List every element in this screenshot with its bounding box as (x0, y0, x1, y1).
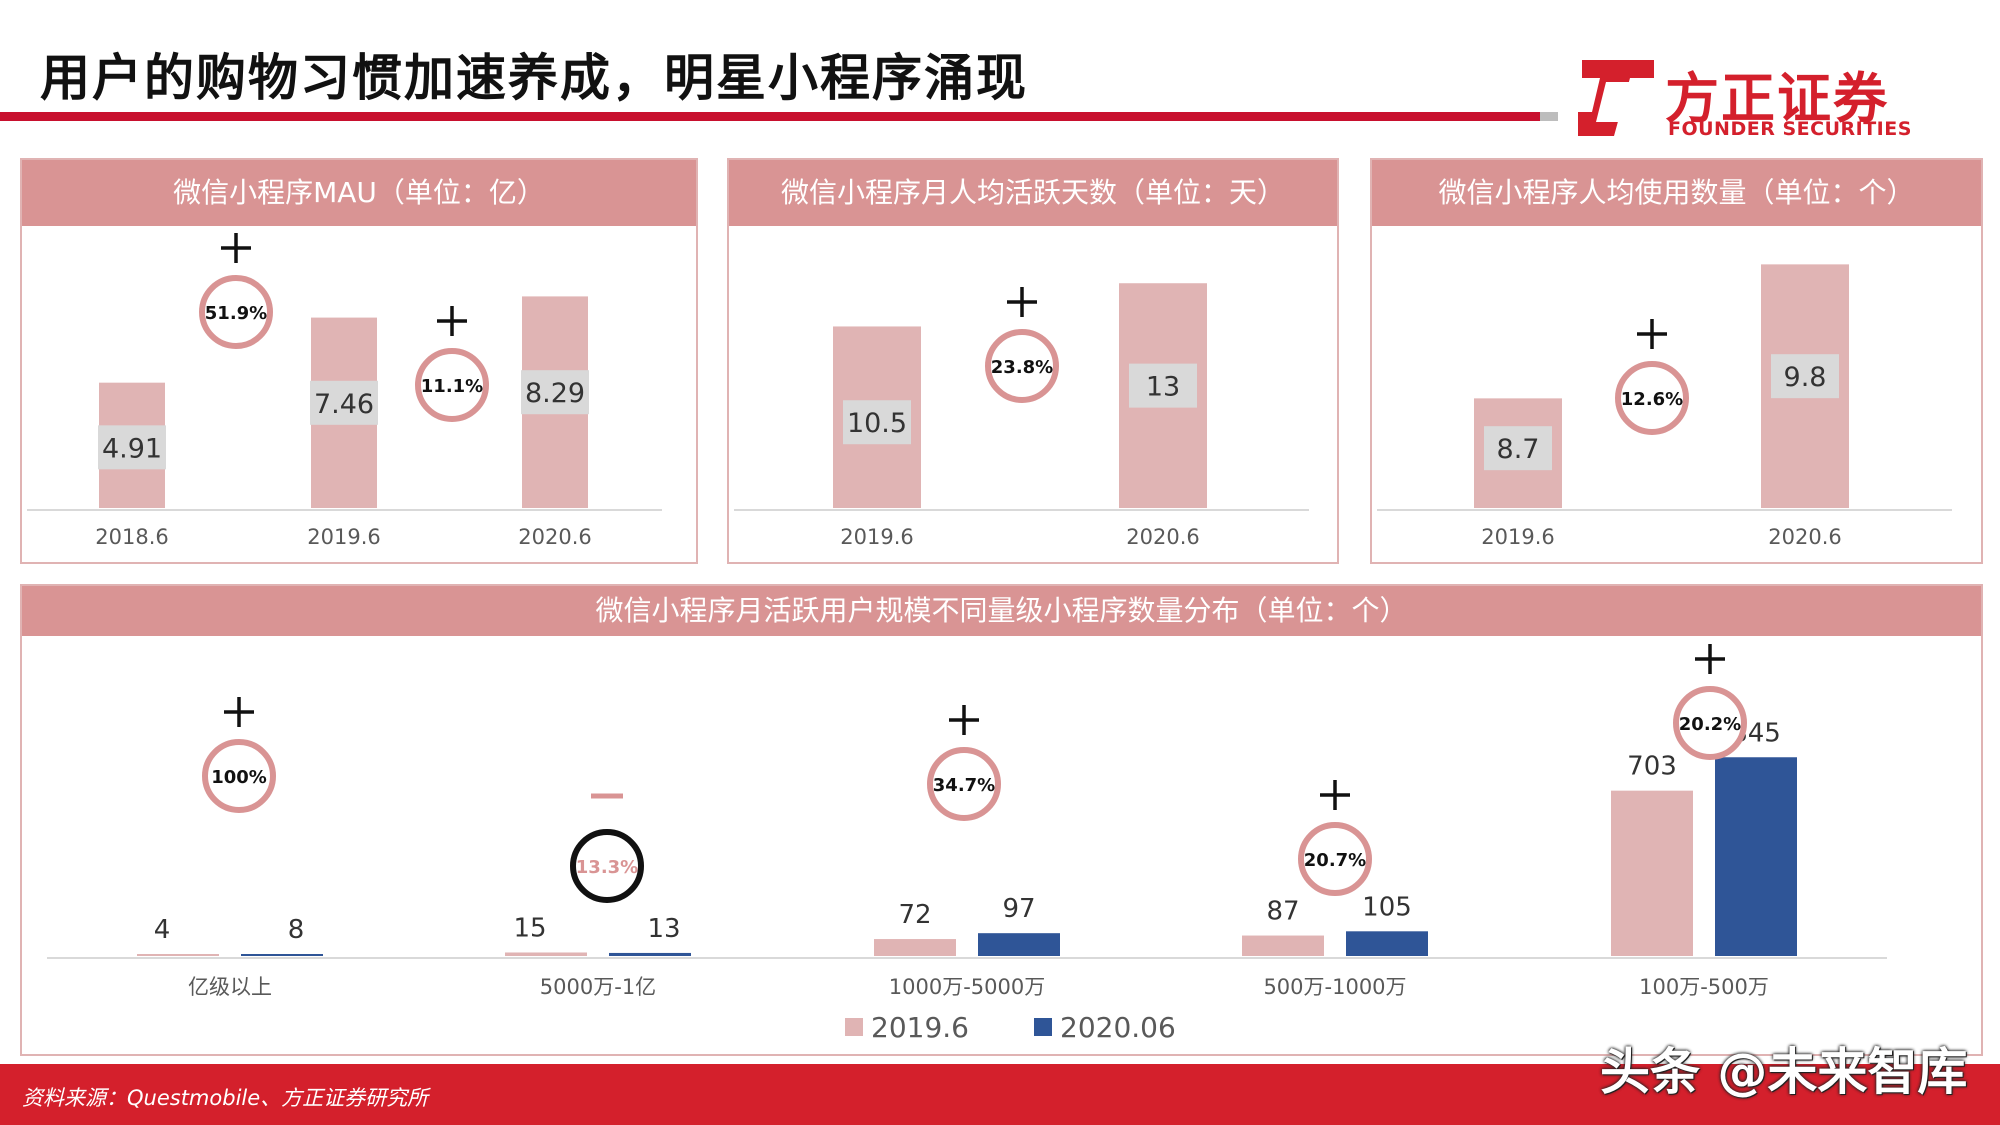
legend-label-2019: 2019.6 (871, 1011, 969, 1044)
founder-logo-icon (1578, 60, 1654, 136)
tick-label-100万-500万: 100万-500万 (1639, 975, 1769, 999)
data-label-2020.6: 8.29 (525, 378, 585, 409)
bar-2019.6-500万-1000万 (1242, 935, 1324, 956)
tick-label-2019.6: 2019.6 (307, 525, 380, 549)
panel-distribution-title: 微信小程序月活跃用户规模不同量级小程序数量分布（单位：个） (22, 586, 1981, 636)
data-label-2019.6-1000万-5000万: 72 (898, 900, 931, 930)
data-label-box-2 (521, 370, 589, 415)
panel-mau: 微信小程序MAU（单位：亿） 4.91 2018.6 7.46 2019.6 8.29 2… (20, 158, 698, 564)
panel-usage-count-title: 微信小程序人均使用数量（单位：个） (1372, 160, 1981, 226)
growth-label-4: 20.2% (1679, 714, 1741, 735)
title-rule-accent (1540, 112, 1558, 121)
logo-chinese-text: 方正证券 (1665, 67, 1889, 130)
growth-label-2: 34.7% (933, 775, 995, 796)
data-label-box-0 (1484, 426, 1552, 471)
active-days-chart: 10.5 2019.6 13 2020.6 23.8% (734, 283, 1309, 549)
mau-chart: 4.91 2018.6 7.46 2019.6 8.29 2020.6 51.9% 11.1% (27, 233, 662, 549)
bar-2020.06-1000万-5000万 (978, 933, 1060, 956)
tick-label-亿级以上: 亿级以上 (188, 975, 272, 999)
growth-label-3: 20.7% (1304, 850, 1366, 871)
data-label-box-0 (843, 400, 911, 445)
bar-2019.6-100万-500万 (1611, 790, 1693, 956)
legend-swatch-2019 (845, 1018, 863, 1036)
growth-circle-0 (199, 275, 273, 349)
distribution-chart: 4 8 亿级以上 100% 15 13 5000万-1亿 13.3% 72 97 1000万-500… (47, 644, 1887, 999)
panel-active-days-title: 微信小程序月人均活跃天数（单位：天） (729, 160, 1337, 226)
panel-distribution: 微信小程序月活跃用户规模不同量级小程序数量分布（单位：个） 4 8 亿级以上 100%… (20, 584, 1983, 1056)
page-title: 用户的购物习惯加速养成，明星小程序涌现 (40, 49, 1028, 107)
data-label-box-1 (1771, 354, 1839, 399)
growth-circle-2 (927, 747, 1001, 821)
tick-label-500万-1000万: 500万-1000万 (1263, 975, 1406, 999)
tick-label-2020.6: 2020.6 (1126, 525, 1199, 549)
data-label-box-1 (1129, 363, 1197, 408)
growth-circle-1 (570, 829, 644, 903)
logo-english-text: FOUNDER SECURITIES (1668, 118, 1912, 140)
panel-mau-title: 微信小程序MAU（单位：亿） (22, 160, 696, 226)
data-label-2020.06-5000万-1亿: 13 (647, 914, 680, 944)
panel-active-days: 微信小程序月人均活跃天数（单位：天） 10.5 2019.6 13 2020.6 23.… (727, 158, 1339, 564)
bar-2019.6-5000万-1亿 (505, 952, 587, 956)
tick-label-2019.6: 2019.6 (840, 525, 913, 549)
growth-circle-0 (1615, 361, 1689, 435)
tick-label-2018.6: 2018.6 (95, 525, 168, 549)
growth-circle-0 (985, 329, 1059, 403)
growth-label-1: 13.3% (576, 857, 638, 878)
tick-label-2019.6: 2019.6 (1481, 525, 1554, 549)
bar-2020.06-500万-1000万 (1346, 931, 1428, 956)
growth-label-0: 100% (211, 767, 267, 788)
growth-label-1: 11.1% (421, 376, 483, 397)
source-note: 资料来源：Questmobile、方正证券研究所 (22, 1086, 429, 1110)
footer-bar (0, 1064, 2000, 1125)
bar-2020.06-亿级以上 (241, 954, 323, 956)
data-label-2019.6-亿级以上: 4 (154, 915, 171, 945)
growth-circle-1 (415, 348, 489, 422)
founder-securities-logo: 方正证券 FOUNDER SECURITIES (1570, 52, 1990, 142)
data-label-2019.6-500万-1000万: 87 (1266, 897, 1299, 927)
growth-circle-4 (1673, 686, 1747, 760)
legend-item-2019: 2019.6 (845, 1011, 969, 1044)
growth-label-0: 23.8% (991, 357, 1053, 378)
tick-label-5000万-1亿: 5000万-1亿 (540, 975, 656, 999)
bar-2020.06-5000万-1亿 (609, 952, 691, 956)
legend-swatch-2020 (1034, 1018, 1052, 1036)
tick-label-1000万-5000万: 1000万-5000万 (889, 975, 1045, 999)
data-label-2020.06-1000万-5000万: 97 (1002, 894, 1035, 924)
data-label-box-1 (310, 380, 378, 425)
data-label-2020.06-亿级以上: 8 (288, 915, 305, 945)
data-label-2019.6: 7.46 (314, 389, 374, 420)
panel-usage-count: 微信小程序人均使用数量（单位：个） 8.7 2019.6 9.8 2020.6 12.6… (1370, 158, 1983, 564)
tick-label-2020.6: 2020.6 (518, 525, 591, 549)
data-label-2019.6: 8.7 (1497, 434, 1540, 465)
data-label-2020.06-500万-1000万: 105 (1362, 892, 1412, 922)
data-label-2020.6: 13 (1146, 372, 1180, 403)
bar-2020.06-100万-500万 (1715, 757, 1797, 956)
usage-count-chart: 8.7 2019.6 9.8 2020.6 12.6% (1377, 264, 1952, 549)
title-rule (0, 112, 1555, 121)
tick-label-2020.6: 2020.6 (1768, 525, 1841, 549)
growth-label-0: 51.9% (205, 303, 267, 324)
growth-circle-3 (1298, 822, 1372, 896)
data-label-box-0 (98, 425, 166, 470)
data-label-2019.6-5000万-1亿: 15 (513, 913, 546, 943)
legend-label-2020: 2020.06 (1060, 1011, 1176, 1044)
bar-2019.6-亿级以上 (137, 954, 219, 956)
growth-label-0: 12.6% (1621, 389, 1683, 410)
data-label-2019.6: 10.5 (847, 408, 907, 439)
data-label-2019.6-100万-500万: 703 (1627, 752, 1677, 782)
data-label-2018.6: 4.91 (102, 433, 162, 464)
data-label-2020.6: 9.8 (1784, 362, 1827, 393)
legend-item-2020: 2020.06 (1034, 1011, 1176, 1044)
watermark: 头条 @未来智库 (1600, 1043, 1968, 1101)
bar-2019.6-1000万-5000万 (874, 939, 956, 956)
growth-circle-0 (202, 739, 276, 813)
